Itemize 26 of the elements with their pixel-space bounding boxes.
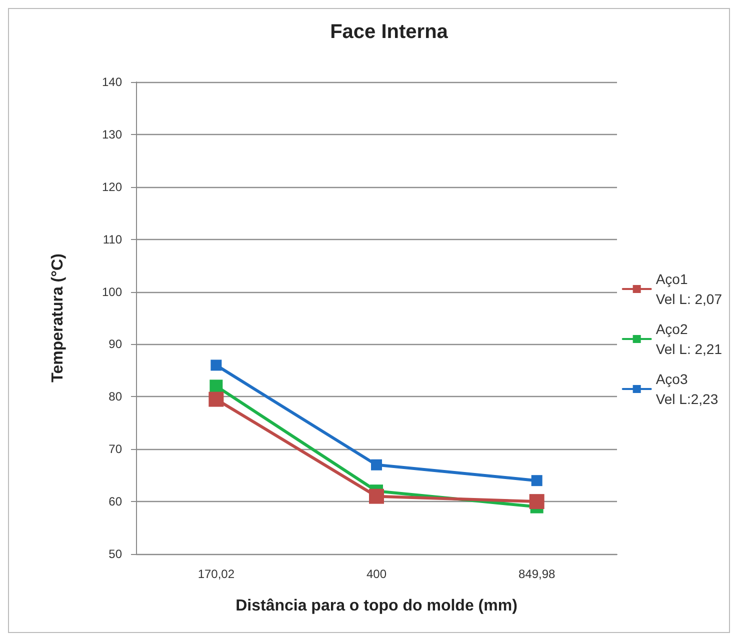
y-tick-label: 50 [108, 547, 122, 561]
y-tick-label: 130 [102, 127, 122, 142]
legend-label: Aço2 Vel L: 2,21 [656, 321, 722, 357]
point [210, 360, 222, 371]
y-tick-label: 70 [108, 442, 122, 456]
chart-title: Face Interna [330, 21, 449, 43]
point [369, 488, 384, 504]
x-tick-label: 400 [366, 567, 387, 581]
point [531, 475, 542, 486]
legend-label: Aço1 Vel L: 2,07 [656, 271, 722, 307]
point [208, 392, 224, 407]
y-tick-label: 60 [108, 494, 122, 509]
y-tick-label: 140 [102, 75, 122, 89]
y-tick-label: 80 [108, 390, 122, 404]
x-axis-title: Distância para o topo do molde (mm) [236, 598, 518, 614]
x-tick-label: 170,02 [198, 567, 235, 581]
point [529, 494, 544, 510]
y-tick-label: 120 [102, 180, 122, 194]
y-tick-label: 90 [108, 337, 122, 352]
y-tick-label: 110 [102, 232, 122, 246]
legend-label: Aço3 Vel L:2,23 [656, 371, 718, 407]
y-axis-title: Temperatura (°C) [50, 254, 66, 382]
point [371, 459, 382, 470]
x-tick-label: 849,98 [518, 567, 556, 581]
y-tick-label: 100 [102, 284, 122, 299]
point [210, 380, 223, 393]
